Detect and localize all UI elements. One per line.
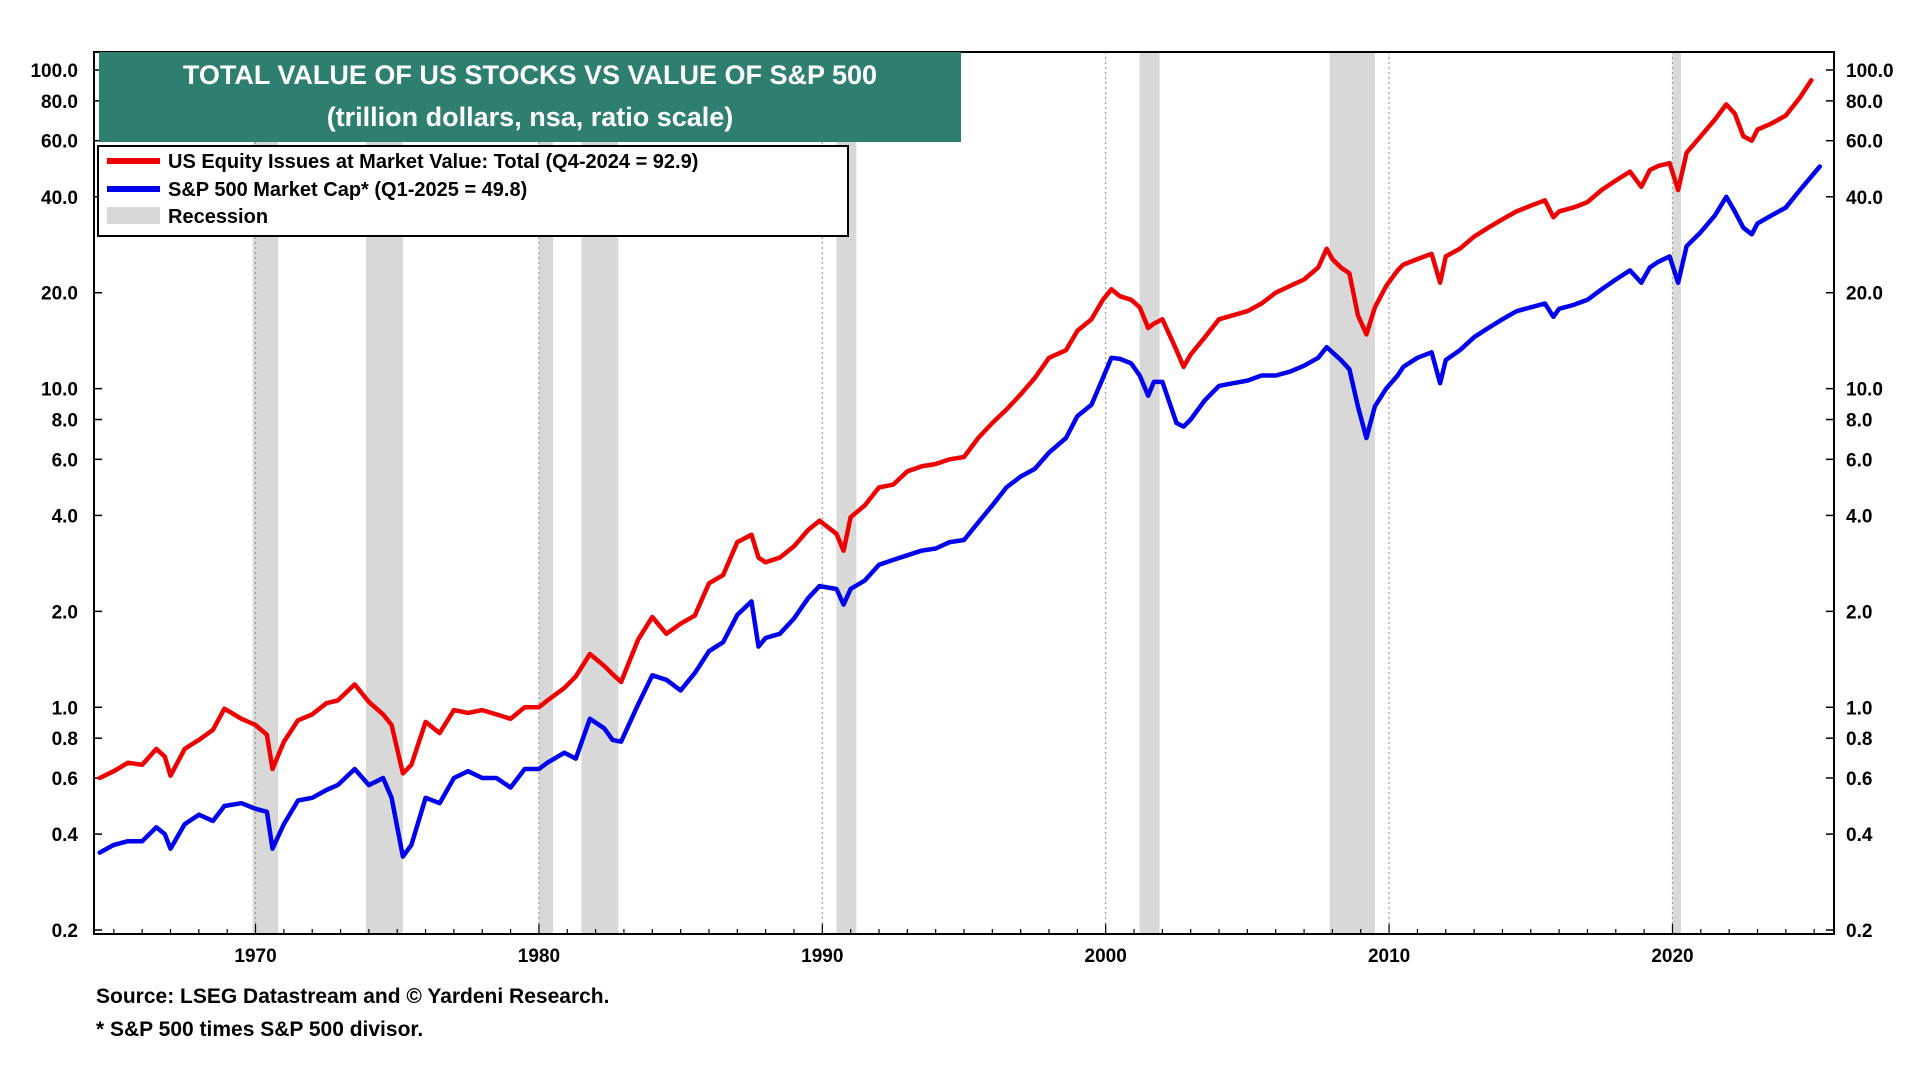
y-tick-label-left: 0.4	[52, 825, 79, 846]
x-tick-label: 2020	[1651, 946, 1693, 967]
y-tick-label-right: 2.0	[1846, 602, 1872, 623]
y-tick-label-left: 4.0	[52, 506, 78, 527]
y-tick-label-right: 20.0	[1846, 284, 1883, 305]
recession-band	[538, 52, 554, 934]
y-tick-label-left: 0.2	[52, 921, 78, 942]
y-tick-label-left: 0.6	[52, 769, 78, 790]
series-line-equity	[97, 77, 1814, 781]
recession-band	[836, 52, 857, 934]
y-tick-label-left: 40.0	[41, 188, 78, 209]
x-axis: 1970 1980 1990 2000 2010 2020	[113, 924, 1815, 967]
legend-label-sp500: S&P 500 Market Cap* (Q1-2025 = 49.8)	[168, 179, 527, 201]
y-tick-label-right: 1.0	[1846, 698, 1872, 719]
y-tick-label-left: 20.0	[41, 284, 78, 305]
y-tick-label-left: 6.0	[52, 450, 78, 471]
title-box: TOTAL VALUE OF US STOCKS VS VALUE OF S&P…	[99, 52, 961, 142]
recession-band	[1672, 52, 1681, 934]
source-note: Source: LSEG Datastream and © Yardeni Re…	[96, 985, 610, 1008]
y-tick-label-right: 0.6	[1846, 769, 1872, 790]
y-tick-label-right: 100.0	[1846, 61, 1894, 82]
y-tick-label-right: 40.0	[1846, 188, 1883, 209]
recession-band	[1329, 52, 1375, 934]
y-tick-label-left: 0.8	[52, 729, 78, 750]
series-lines	[97, 77, 1823, 859]
recession-band	[1139, 52, 1160, 934]
y-tick-label-right: 0.8	[1846, 729, 1872, 750]
legend-swatch-recession	[107, 207, 160, 224]
series-line-sp500	[97, 164, 1823, 859]
y-tick-label-right: 60.0	[1846, 132, 1883, 153]
y-tick-label-left: 60.0	[41, 132, 78, 153]
y-tick-label-left: 8.0	[52, 411, 78, 432]
chart-title: TOTAL VALUE OF US STOCKS VS VALUE OF S&P…	[183, 60, 877, 90]
y-axis: 0.2 0.2 0.4 0.4 0.6 0.6 0.8 0.8 1.0 1.0 2.0 2.0 4.0 4…	[30, 61, 1893, 942]
y-tick-label-right: 80.0	[1846, 92, 1883, 113]
y-tick-label-left: 100.0	[30, 61, 78, 82]
y-tick-label-right: 0.4	[1846, 825, 1873, 846]
legend: US Equity Issues at Market Value: Total …	[97, 145, 849, 237]
y-tick-label-left: 10.0	[41, 380, 78, 401]
y-tick-label-right: 10.0	[1846, 380, 1883, 401]
legend-label-recession: Recession	[168, 206, 268, 228]
y-tick-label-right: 4.0	[1846, 506, 1872, 527]
y-tick-label-right: 8.0	[1846, 411, 1872, 432]
x-tick-label: 1980	[518, 946, 560, 967]
y-tick-label-left: 1.0	[52, 698, 78, 719]
x-tick-label: 1970	[234, 946, 276, 967]
legend-label-equity: US Equity Issues at Market Value: Total …	[168, 151, 698, 173]
y-tick-label-left: 80.0	[41, 92, 78, 113]
x-tick-label: 2010	[1368, 946, 1410, 967]
chart-subtitle: (trillion dollars, nsa, ratio scale)	[327, 102, 734, 132]
y-tick-label-right: 0.2	[1846, 921, 1872, 942]
x-tick-label: 2000	[1085, 946, 1127, 967]
x-tick-label: 1990	[801, 946, 843, 967]
y-tick-label-right: 6.0	[1846, 450, 1872, 471]
footnote: * S&P 500 times S&P 500 divisor.	[96, 1018, 424, 1041]
y-tick-label-left: 2.0	[52, 602, 78, 623]
